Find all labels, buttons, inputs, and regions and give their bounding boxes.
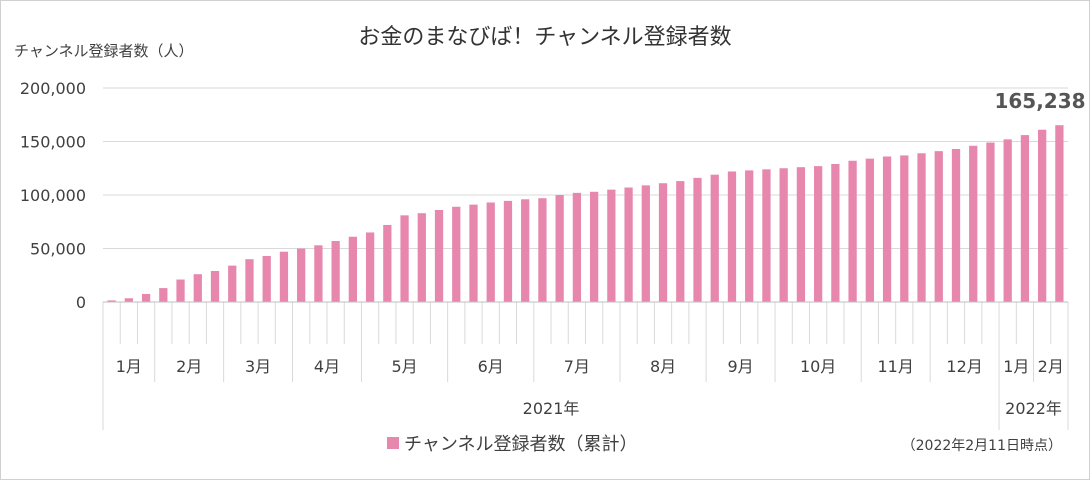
bar [452, 206, 461, 302]
month-label: 1月 [1003, 357, 1029, 376]
bar [607, 189, 616, 302]
bar [572, 192, 582, 302]
month-label: 11月 [877, 357, 913, 376]
last-value-callout: 165,238 [994, 89, 1085, 113]
month-label: 8月 [650, 357, 676, 376]
y-tick-label: 200,000 [20, 79, 86, 98]
bar [262, 255, 271, 302]
bar [762, 169, 771, 302]
bar [365, 232, 375, 302]
legend-label: チャンネル登録者数（累計） [404, 434, 637, 455]
date-note: （2022年2月11日時点） [902, 438, 1062, 454]
bar [693, 177, 702, 302]
bar [900, 155, 909, 302]
bar [503, 200, 513, 302]
bar [348, 236, 358, 302]
bar [107, 300, 116, 302]
bar [228, 265, 237, 302]
bar [986, 142, 995, 302]
bar [727, 171, 737, 302]
bar [969, 145, 978, 302]
bar [141, 293, 151, 302]
bar [417, 213, 426, 302]
chart-title: お金のまなびば！チャンネル登録者数 [358, 25, 731, 50]
bar [331, 241, 340, 302]
year-label: 2022年 [1005, 399, 1062, 418]
month-label: 2月 [176, 357, 202, 376]
year-label: 2021年 [523, 399, 580, 418]
month-label: 12月 [946, 357, 982, 376]
bar [951, 148, 961, 302]
bar [486, 202, 495, 302]
bar [383, 224, 392, 302]
bar [193, 274, 202, 302]
bar [710, 174, 719, 302]
bar [176, 279, 185, 302]
month-label: 9月 [727, 357, 753, 376]
bar [882, 156, 892, 302]
bar [245, 259, 254, 302]
bar [1003, 139, 1012, 302]
y-tick-label: 50,000 [30, 240, 86, 259]
bar [279, 251, 289, 302]
month-label: 4月 [314, 357, 340, 376]
y-tick-label: 100,000 [20, 186, 86, 205]
y-tick-label: 0 [76, 293, 86, 312]
bar [521, 199, 530, 302]
month-label: 2月 [1038, 357, 1064, 376]
bar [865, 158, 874, 302]
bar [831, 163, 840, 302]
bar [658, 183, 668, 302]
bar [641, 185, 650, 302]
bar [624, 187, 633, 302]
y-tick-label: 150,000 [20, 133, 86, 152]
month-label: 7月 [564, 357, 590, 376]
bar [555, 195, 564, 302]
bar [1038, 129, 1047, 302]
bar [813, 166, 823, 302]
bar [796, 167, 806, 302]
bar [314, 245, 323, 302]
month-label: 3月 [245, 357, 271, 376]
bar [210, 270, 220, 302]
bar [538, 198, 547, 302]
bar [676, 181, 685, 302]
y-axis-label: チャンネル登録者数（人） [14, 42, 194, 60]
bar [1055, 125, 1064, 302]
bar [159, 288, 168, 302]
month-label: 1月 [116, 357, 142, 376]
month-label: 5月 [391, 357, 417, 376]
bar [848, 160, 857, 302]
legend: チャンネル登録者数（累計） [387, 434, 637, 455]
legend-swatch [387, 437, 399, 449]
bar [589, 191, 599, 302]
bar [469, 204, 478, 302]
bar [400, 215, 409, 302]
bar [934, 151, 943, 302]
month-label: 6月 [478, 357, 504, 376]
bar [124, 298, 133, 302]
bar [434, 209, 444, 302]
bar [745, 170, 754, 302]
bar [779, 168, 788, 302]
bar [917, 153, 926, 302]
bar [1020, 135, 1030, 302]
bar [297, 248, 306, 302]
month-label: 10月 [800, 357, 836, 376]
